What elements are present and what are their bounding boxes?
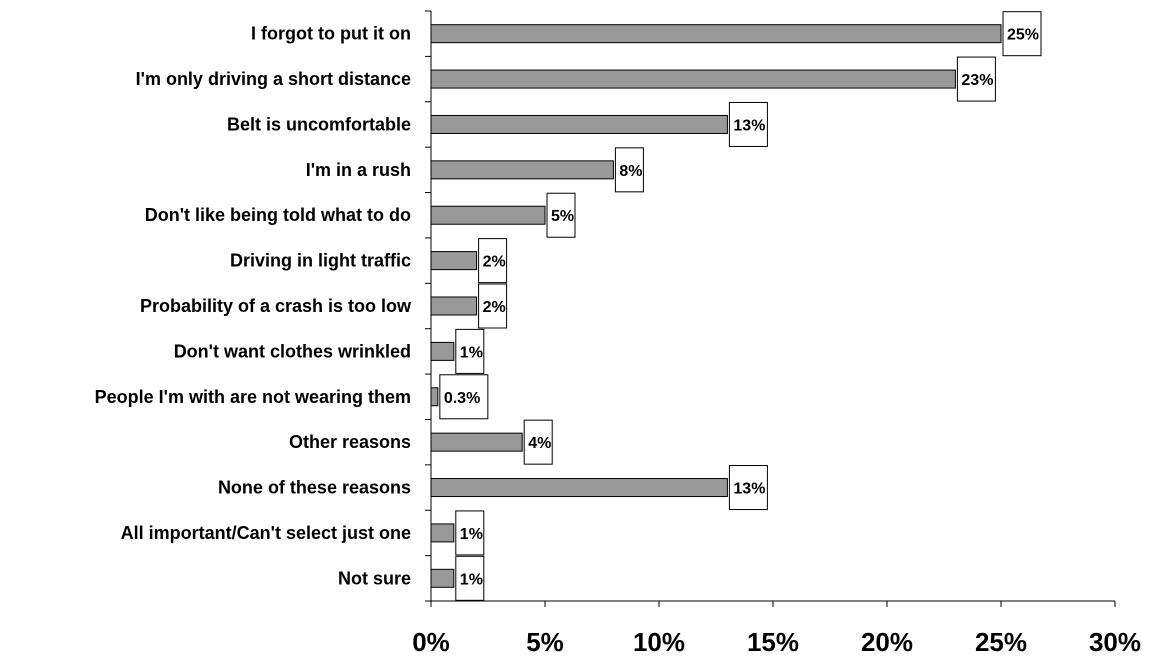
category-label: All important/Can't select just one xyxy=(121,523,411,543)
axes-layer xyxy=(425,10,1116,607)
data-label: 1% xyxy=(460,526,483,543)
data-label: 5% xyxy=(551,208,574,225)
category-label: Not sure xyxy=(338,568,411,588)
bar xyxy=(430,205,546,225)
bar xyxy=(430,24,1002,44)
data-label-box xyxy=(728,101,768,147)
data-label-box xyxy=(478,238,508,284)
x-tick-label: 20% xyxy=(861,627,913,657)
data-label-box xyxy=(546,192,576,238)
category-label: Don't want clothes wrinkled xyxy=(174,341,411,361)
data-label-box xyxy=(1002,11,1042,57)
data-label: 1% xyxy=(460,344,483,361)
bar xyxy=(430,160,614,180)
x-tick-label: 10% xyxy=(633,627,685,657)
data-label-box xyxy=(439,374,489,420)
data-label-box xyxy=(455,555,485,601)
bar xyxy=(430,251,478,271)
bar xyxy=(430,69,956,89)
bar xyxy=(430,387,439,407)
category-label: Don't like being told what to do xyxy=(145,205,411,225)
data-label: 8% xyxy=(619,163,642,180)
x-tick-label: 25% xyxy=(975,627,1027,657)
category-label: Probability of a crash is too low xyxy=(140,296,412,316)
category-label: Other reasons xyxy=(289,432,411,452)
category-label: I forgot to put it on xyxy=(251,24,411,44)
labels-layer: I forgot to put it on 25% I'm only driving… xyxy=(95,11,1141,657)
bar xyxy=(430,341,455,361)
data-label: 2% xyxy=(483,254,506,271)
x-tick-label: 0% xyxy=(412,627,450,657)
data-label-box xyxy=(478,283,508,329)
data-label: 23% xyxy=(961,72,993,89)
data-label-box xyxy=(956,56,996,102)
data-label: 0.3% xyxy=(444,390,480,407)
data-label-box xyxy=(455,328,485,374)
data-label: 25% xyxy=(1007,27,1039,44)
category-label: People I'm with are not wearing them xyxy=(95,387,411,407)
data-label-box xyxy=(523,419,553,465)
category-label: Belt is uncomfortable xyxy=(227,114,411,134)
category-label: I'm in a rush xyxy=(306,160,411,180)
bar xyxy=(430,296,478,316)
data-label: 13% xyxy=(733,481,765,498)
x-tick-label: 5% xyxy=(526,627,564,657)
data-label-box xyxy=(614,147,644,193)
bars-layer xyxy=(430,24,1002,588)
data-label: 13% xyxy=(733,117,765,134)
bar xyxy=(430,568,455,588)
bar xyxy=(430,114,728,134)
data-label: 4% xyxy=(528,435,551,452)
data-label: 2% xyxy=(483,299,506,316)
x-tick-label: 15% xyxy=(747,627,799,657)
bar xyxy=(430,478,728,498)
category-label: None of these reasons xyxy=(218,478,411,498)
category-label: Driving in light traffic xyxy=(230,251,411,271)
data-label: 1% xyxy=(460,571,483,588)
x-tick-label: 30% xyxy=(1089,627,1141,657)
bar xyxy=(430,432,523,452)
data-label-box xyxy=(455,510,485,556)
bar xyxy=(430,523,455,543)
category-label: I'm only driving a short distance xyxy=(136,69,411,89)
data-label-box xyxy=(728,465,768,511)
